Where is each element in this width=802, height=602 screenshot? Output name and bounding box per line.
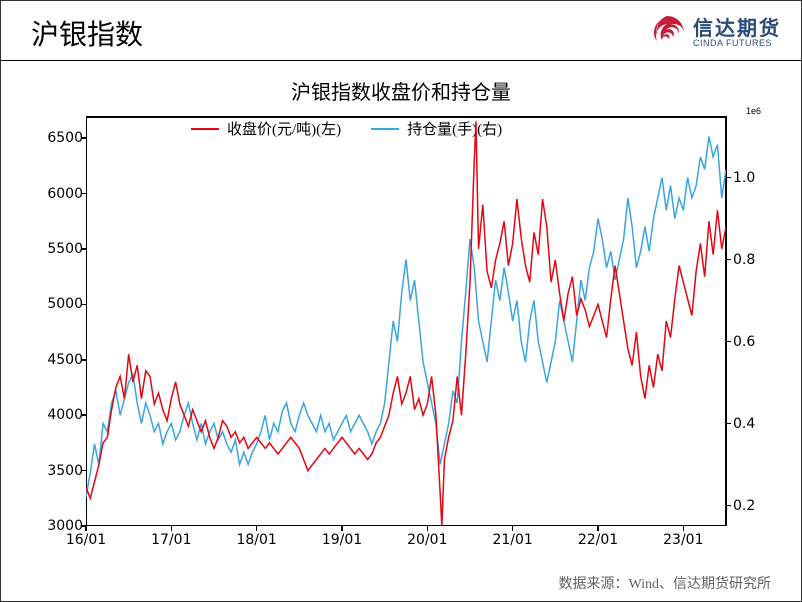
logo-swirl-icon [647, 13, 687, 53]
x-tick [597, 526, 599, 531]
logo-en: CINDA FUTURES [693, 39, 772, 48]
y-left-tick [81, 414, 86, 416]
y-right-tick-label: 0.6 [733, 334, 771, 350]
line-svg [86, 116, 726, 526]
y-left-tick [81, 137, 86, 139]
x-tick-label: 21/01 [492, 532, 532, 548]
y-left-tick [81, 193, 86, 195]
chart-area: 沪银指数收盘价和持仓量 1e6 收盘价(元/吨)(左) 持仓量(手)(右) 30… [31, 76, 771, 566]
x-tick [256, 526, 258, 531]
logo-text: 信达期货 CINDA FUTURES [693, 19, 781, 48]
x-tick [341, 526, 343, 531]
x-tick-label: 23/01 [663, 532, 703, 548]
y-right-tick [726, 423, 731, 425]
chart-title: 沪银指数收盘价和持仓量 [31, 76, 771, 105]
x-tick [85, 526, 87, 531]
x-tick-label: 16/01 [66, 532, 106, 548]
x-tick [427, 526, 429, 531]
exp-label: 1e6 [746, 106, 761, 116]
x-tick-label: 22/01 [578, 532, 618, 548]
header: 沪银指数 信达期货 CINDA FUTURES [1, 1, 801, 61]
source-text: 数据来源：Wind、信达期货研究所 [558, 573, 771, 593]
x-tick [171, 526, 173, 531]
y-left-tick-label: 6000 [41, 186, 83, 202]
y-right-tick [726, 177, 731, 179]
y-right-tick-label: 0.2 [733, 498, 771, 514]
x-tick-label: 20/01 [407, 532, 447, 548]
logo: 信达期货 CINDA FUTURES [647, 13, 781, 53]
x-tick-label: 19/01 [322, 532, 362, 548]
y-right-tick [726, 341, 731, 343]
x-tick-label: 18/01 [236, 532, 276, 548]
logo-cn: 信达期货 [693, 19, 781, 39]
y-left-tick-label: 5000 [41, 296, 83, 312]
y-left-tick [81, 470, 86, 472]
y-left-tick [81, 359, 86, 361]
y-right-tick-label: 1.0 [733, 170, 771, 186]
y-right-tick [726, 259, 731, 261]
y-left-tick-label: 4000 [41, 407, 83, 423]
y-right-tick-label: 0.4 [733, 416, 771, 432]
page-title: 沪银指数 [31, 13, 143, 53]
y-left-tick-label: 4500 [41, 352, 83, 368]
y-right-tick-label: 0.8 [733, 252, 771, 268]
y-left-tick [81, 304, 86, 306]
y-left-tick-label: 6500 [41, 130, 83, 146]
x-tick [683, 526, 685, 531]
y-right-tick [726, 505, 731, 507]
y-left-tick-label: 5500 [41, 241, 83, 257]
y-left-tick [81, 248, 86, 250]
y-left-tick-label: 3500 [41, 463, 83, 479]
x-tick-label: 17/01 [151, 532, 191, 548]
x-tick [512, 526, 514, 531]
